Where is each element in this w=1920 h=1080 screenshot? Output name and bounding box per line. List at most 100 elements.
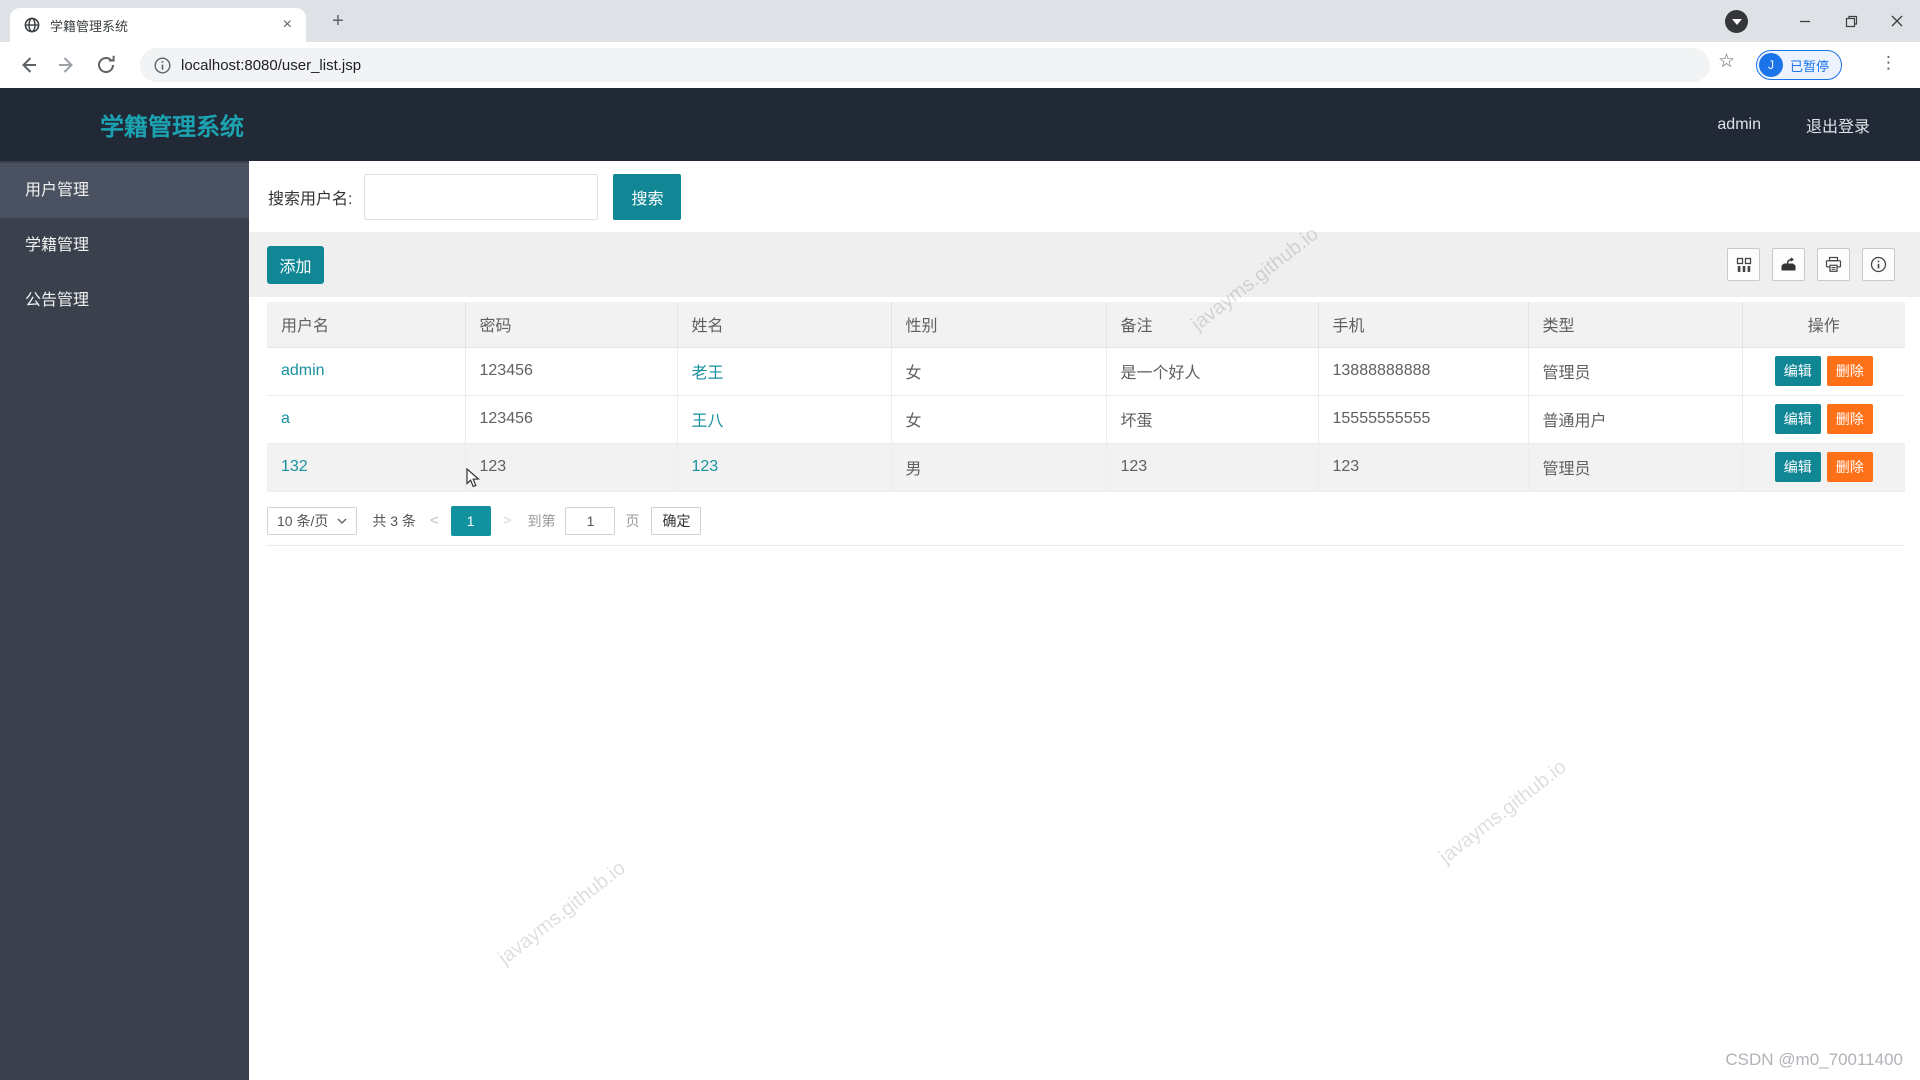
cell-name: 老王 [677,347,892,396]
main-content: 搜索用户名: 搜索 添加 [249,161,1920,1080]
column-header: 类型 [1528,302,1743,348]
edit-button[interactable]: 编辑 [1774,356,1821,386]
export-icon [1781,257,1796,271]
cell-actions: 编辑 删除 [1742,395,1905,444]
cell-password: 123456 [465,347,678,396]
search-section: 搜索用户名: 搜索 [249,161,1920,232]
table-toolbar: 添加 [249,232,1920,297]
current-user-label: admin [1717,115,1761,133]
search-input[interactable] [364,173,599,220]
cell-phone: 13888888888 [1318,347,1529,396]
window-controls [1725,0,1920,42]
column-header: 密码 [465,302,678,348]
print-button[interactable] [1817,248,1850,281]
cell-type: 管理员 [1528,347,1743,396]
cell-gender: 女 [891,347,1107,396]
site-info-icon[interactable] [154,56,171,74]
user-table: 用户名 密码 姓名 性别 备注 手机 类型 操作 admin 123456 老王女是一个好人 138… [267,302,1905,492]
goto-suffix-label: 页 [625,512,640,529]
add-button[interactable]: 添加 [267,245,324,284]
cell-gender: 女 [891,395,1107,444]
new-tab-button[interactable]: + [332,9,344,32]
app-header: 学籍管理系统 admin 退出登录 [0,88,1920,161]
username-link[interactable]: a [281,410,290,427]
cell-type: 管理员 [1528,443,1743,492]
forward-icon[interactable] [56,54,78,76]
url-text: localhost:8080/user_list.jsp [181,56,362,74]
prev-page-icon[interactable]: < [429,512,439,529]
table-row: admin 123456 老王 女是一个好人 13888888888 管理员 编辑 删除 [267,347,1905,396]
sidebar-item-1[interactable]: 学籍管理 [25,237,90,254]
table-body: admin 123456 老王女是一个好人 13888888888 管理员 编辑 删除 a 12… [267,347,1905,492]
username-link[interactable]: 132 [281,458,308,475]
browser-tabstrip: 学籍管理系统 × + [0,0,1920,42]
name-link[interactable]: 王八 [691,413,724,430]
delete-button[interactable]: 删除 [1826,404,1873,434]
browser-tab[interactable]: 学籍管理系统 × [10,8,306,42]
csdn-credit: CSDN @m0_70011400 [1725,1050,1903,1069]
restore-button[interactable] [1828,0,1874,42]
chevron-down-icon [337,518,347,524]
address-bar[interactable]: localhost:8080/user_list.jsp [140,48,1710,82]
minimize-icon [1800,20,1810,23]
profile-chip[interactable]: J 已暂停 [1756,50,1843,80]
cell-note: 是一个好人 [1106,347,1319,396]
search-button[interactable]: 搜索 [613,173,682,220]
globe-favicon-icon [24,17,40,33]
header-right: admin 退出登录 [1717,113,1870,137]
filter-columns-icon [1736,257,1751,272]
goto-page-input[interactable] [565,506,616,535]
tab-title: 学籍管理系统 [50,18,129,34]
column-header: 用户名 [267,302,466,348]
avatar: J [1759,53,1783,77]
browser-menu-icon[interactable]: ⋮ [1880,53,1897,72]
username-link[interactable]: admin [281,362,325,379]
cell-username: 132 [267,443,466,492]
delete-button[interactable]: 删除 [1826,452,1873,482]
cell-name: 王八 [677,395,892,444]
search-label: 搜索用户名: [268,190,353,208]
cell-username: a [267,395,466,444]
card-divider [267,544,1905,546]
next-page-icon[interactable]: > [502,512,512,529]
info-icon [1870,256,1887,273]
confirm-page-button[interactable]: 确定 [651,506,702,535]
column-header: 手机 [1318,302,1529,348]
page-size-label: 10 条/页 [277,512,329,529]
sidebar-item-2[interactable]: 公告管理 [25,292,90,309]
export-button[interactable] [1772,248,1805,281]
close-window-button[interactable] [1874,0,1920,42]
sidebar: 用户管理学籍管理公告管理 [0,161,249,1080]
name-link[interactable]: 老王 [691,365,724,382]
cell-note: 123 [1106,443,1319,492]
table-row: 132 123 123 男 123 123 管理员 编辑 删除 [267,443,1905,492]
total-count-label: 共 3 条 [372,512,416,529]
page-size-select[interactable]: 10 条/页 [267,506,358,535]
tab-close-icon[interactable]: × [282,16,292,33]
edit-button[interactable]: 编辑 [1774,404,1821,434]
column-header: 备注 [1106,302,1319,348]
bookmark-star-icon[interactable]: ☆ [1718,51,1736,72]
reload-icon[interactable] [95,54,117,76]
pagination: 10 条/页 共 3 条 < 1 > 到第 页 确定 [267,505,1920,536]
name-link[interactable]: 123 [691,458,719,475]
cell-password: 123456 [465,395,678,444]
sidebar-item-0[interactable]: 用户管理 [0,163,249,218]
current-page-button[interactable]: 1 [450,505,491,536]
print-icon [1825,256,1842,272]
info-button[interactable] [1862,248,1895,281]
delete-button[interactable]: 删除 [1826,356,1873,386]
cell-type: 普通用户 [1528,395,1743,444]
cell-phone: 15555555555 [1318,395,1529,444]
cell-gender: 男 [891,443,1107,492]
table-header: 用户名 密码 姓名 性别 备注 手机 类型 操作 [267,302,1905,348]
back-icon[interactable] [17,54,39,76]
logout-link[interactable]: 退出登录 [1805,118,1870,136]
edit-button[interactable]: 编辑 [1774,452,1821,482]
filter-columns-button[interactable] [1727,248,1760,281]
app-title: 学籍管理系统 [100,114,244,141]
minimize-button[interactable] [1782,0,1828,42]
column-header: 性别 [891,302,1107,348]
browser-update-icon[interactable] [1725,9,1748,33]
